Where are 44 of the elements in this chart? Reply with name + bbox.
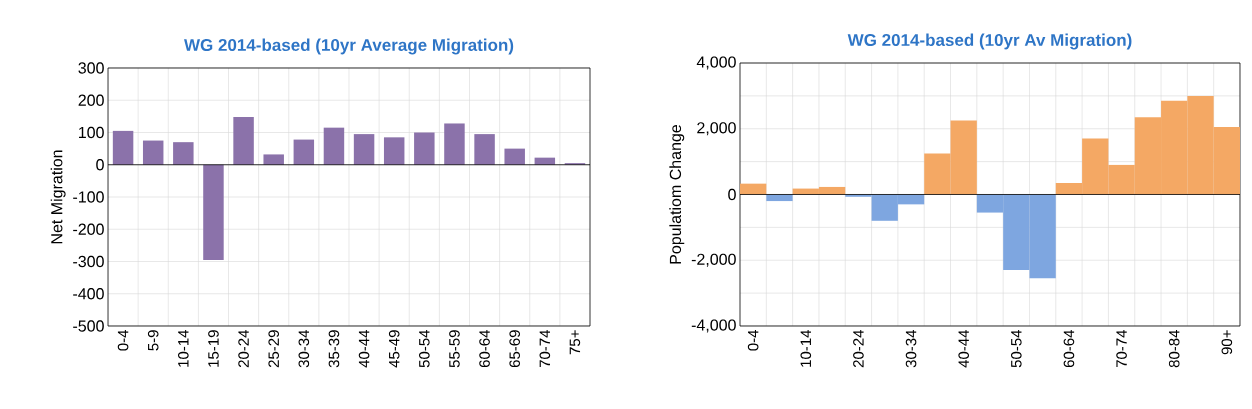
x-tick-label: 35-39: [328, 330, 340, 368]
x-tick-label: 45-49: [388, 330, 400, 368]
y-tick-label: -300: [73, 255, 104, 268]
x-tick-label: 70-74: [539, 329, 551, 368]
x-tick-label: 0-4: [747, 329, 759, 351]
y-axis-title: Net Migration: [50, 150, 66, 244]
y-tick-label: -2,000: [691, 253, 736, 267]
x-tick-label: 60-64: [479, 329, 490, 368]
x-tick-label: 10-14: [800, 329, 812, 367]
y-tick-label: 4,000: [696, 56, 736, 70]
y-tick-label: 200: [78, 94, 104, 106]
y-tick-label: -400: [73, 288, 104, 300]
y-tick-label: 2,000: [697, 122, 736, 136]
x-tick-label: 70-74: [1116, 329, 1127, 368]
y-axis-title: Populatiom Change: [669, 124, 685, 264]
x-tick-label: 30-34: [298, 329, 310, 368]
x-tick-label: 60-64: [1063, 329, 1075, 368]
x-tick-label: 5-9: [147, 330, 159, 351]
x-tick-label: 40-44: [358, 329, 370, 368]
y-tick-label: 0: [728, 188, 736, 201]
y-tick-label: 100: [79, 126, 104, 139]
x-tick-label: 20-24: [853, 329, 864, 368]
chart-title: WG 2014-based (10yr Average Migration): [184, 38, 514, 55]
x-tick-label: 25-29: [268, 330, 280, 368]
x-tick-label: 75+: [569, 330, 581, 355]
x-tick-label: 65-69: [509, 330, 520, 368]
x-tick-label: 20-24: [238, 329, 249, 368]
y-tick-label: -100: [73, 191, 104, 203]
x-tick-label: 0-4: [117, 329, 129, 351]
x-tick-label: 90+: [1221, 330, 1233, 355]
x-tick-label: 15-19: [208, 330, 219, 367]
y-tick-label: -200: [73, 223, 104, 235]
y-tick-label: 300: [78, 62, 104, 74]
y-tick-label: -4,000: [691, 319, 736, 333]
x-tick-label: 30-34: [905, 329, 917, 368]
x-tick-label: 80-84: [1168, 329, 1180, 368]
chart-title: WG 2014-based (10yr Av Migration): [847, 33, 1132, 50]
x-tick-label: 50-54: [419, 329, 430, 368]
x-tick-label: 55-59: [449, 330, 460, 368]
y-tick-label: 0: [96, 159, 104, 171]
x-tick-label: 10-14: [178, 329, 189, 367]
y-tick-label: -500: [73, 320, 104, 332]
x-tick-label: 40-44: [958, 329, 969, 368]
x-tick-label: 50-54: [1011, 329, 1022, 368]
